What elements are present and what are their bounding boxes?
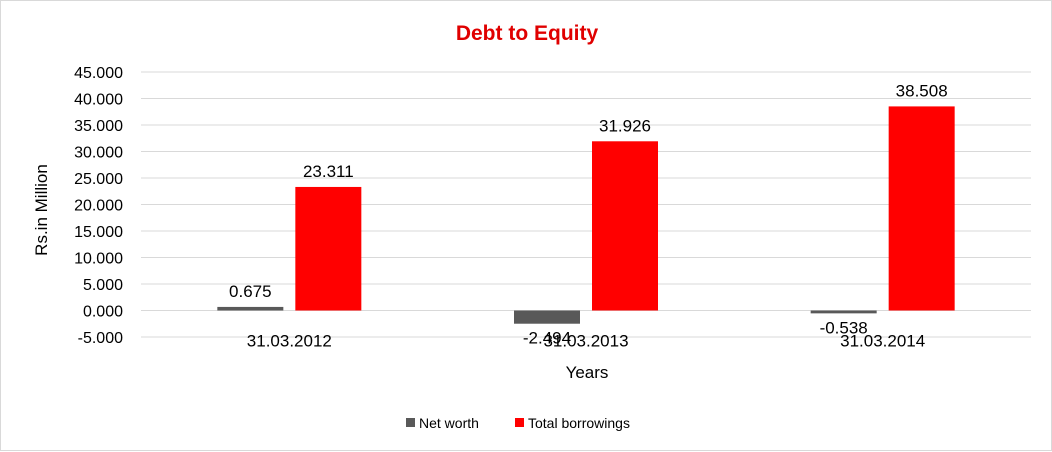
- y-tick-label: 30.000: [74, 145, 123, 162]
- data-label: -2.494: [523, 329, 571, 348]
- legend: Net worth Total borrowings: [406, 415, 630, 431]
- y-tick-label: 10.000: [74, 251, 123, 268]
- x-tick-label: 31.03.2013: [543, 332, 628, 351]
- y-axis-ticks: -5.000 0.000 5.000 10.000 15.000 20.000 25.000…: [74, 65, 123, 347]
- gridlines: [141, 71, 1031, 338]
- x-tick-label: 31.03.2014: [840, 332, 925, 351]
- y-tick-label: 5.000: [83, 277, 123, 294]
- y-axis-title: Rs.in Million: [32, 164, 51, 256]
- data-label: 31.926: [599, 116, 651, 135]
- x-axis-title: Years: [566, 363, 609, 382]
- data-label: 38.508: [896, 81, 948, 100]
- y-tick-label: 0.000: [83, 304, 123, 321]
- legend-swatch: [406, 418, 415, 427]
- y-tick-label: 25.000: [74, 171, 123, 188]
- bars: [217, 106, 955, 324]
- y-tick-label: 15.000: [74, 224, 123, 241]
- y-tick-label: -5.000: [78, 330, 123, 347]
- bar-net-worth: [514, 310, 580, 324]
- x-axis-ticks: 31.03.2012 31.03.2013 31.03.2014: [247, 332, 925, 351]
- bar-total-borrowings: [592, 141, 658, 311]
- bar-total-borrowings: [888, 106, 955, 311]
- data-label: -0.538: [820, 318, 868, 337]
- y-tick-label: 20.000: [74, 198, 123, 215]
- data-label: 0.675: [229, 282, 272, 301]
- y-tick-label: 35.000: [74, 118, 123, 135]
- legend-label: Net worth: [419, 415, 479, 431]
- data-labels: 0.675 23.311 -2.494 31.926 -0.538 38.508: [229, 81, 948, 347]
- legend-label: Total borrowings: [528, 415, 630, 431]
- x-tick-label: 31.03.2012: [247, 332, 332, 351]
- bar-net-worth: [810, 310, 877, 314]
- data-label: 23.311: [303, 162, 354, 181]
- chart-title: Debt to Equity: [456, 22, 599, 45]
- bar-net-worth: [217, 306, 284, 311]
- bar-total-borrowings: [295, 186, 362, 311]
- y-tick-label: 45.000: [74, 65, 123, 82]
- y-tick-label: 40.000: [74, 92, 123, 109]
- legend-swatch: [515, 418, 524, 427]
